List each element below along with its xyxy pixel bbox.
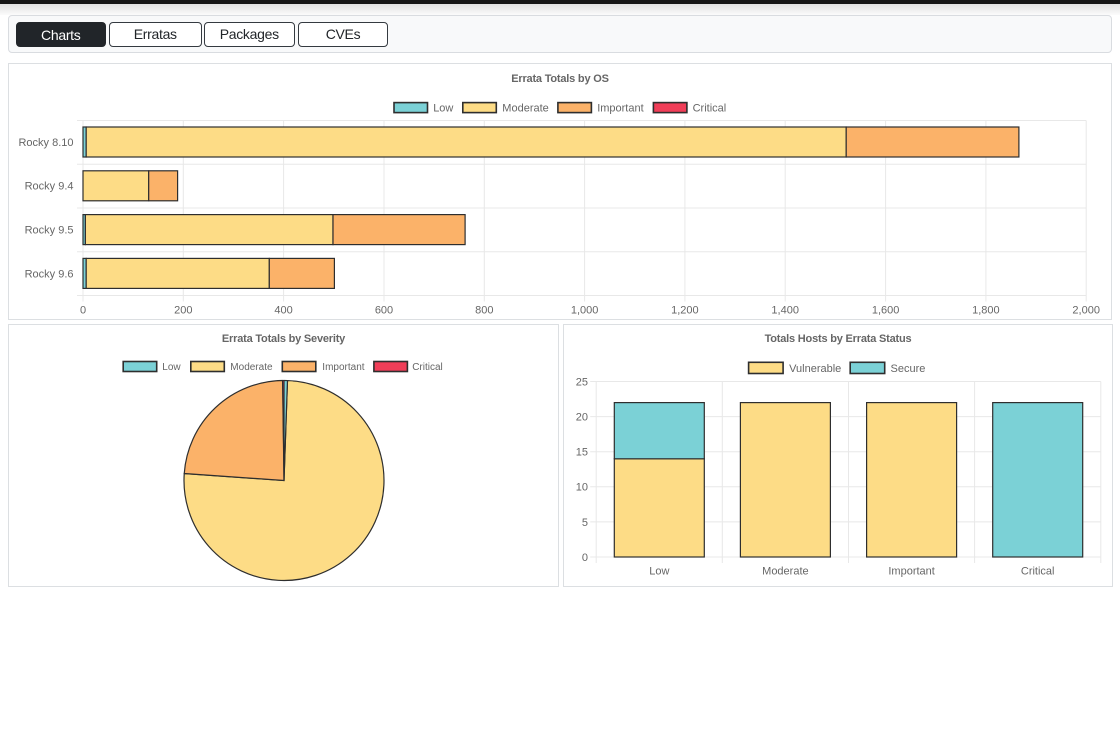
svg-text:400: 400 [274, 304, 292, 316]
svg-text:200: 200 [174, 304, 192, 316]
svg-text:Errata Totals by Severity: Errata Totals by Severity [222, 333, 346, 345]
svg-text:0: 0 [80, 304, 86, 316]
svg-text:Low: Low [433, 102, 453, 114]
svg-text:600: 600 [375, 304, 393, 316]
svg-text:Important: Important [597, 102, 643, 114]
svg-text:Secure: Secure [891, 363, 926, 375]
svg-text:Rocky 9.6: Rocky 9.6 [25, 268, 74, 280]
svg-text:Errata Totals by OS: Errata Totals by OS [511, 73, 608, 85]
svg-text:1,600: 1,600 [872, 304, 900, 316]
svg-text:Critical: Critical [412, 362, 443, 373]
svg-text:Vulnerable: Vulnerable [789, 363, 841, 375]
svg-text:Critical: Critical [1021, 565, 1055, 577]
svg-text:Critical: Critical [693, 102, 727, 114]
svg-text:Moderate: Moderate [230, 362, 273, 373]
svg-text:Low: Low [162, 362, 181, 373]
svg-text:1,800: 1,800 [972, 304, 1000, 316]
svg-text:5: 5 [582, 516, 588, 528]
svg-text:Low: Low [649, 565, 669, 577]
svg-text:Important: Important [888, 565, 934, 577]
svg-text:Important: Important [322, 362, 364, 373]
svg-text:2,000: 2,000 [1072, 304, 1100, 316]
svg-text:Rocky 8.10: Rocky 8.10 [18, 136, 73, 148]
svg-text:10: 10 [576, 481, 588, 493]
svg-text:Rocky 9.5: Rocky 9.5 [25, 224, 74, 236]
svg-text:1,000: 1,000 [571, 304, 599, 316]
svg-text:800: 800 [475, 304, 493, 316]
svg-text:15: 15 [576, 446, 588, 458]
svg-text:1,200: 1,200 [671, 304, 699, 316]
svg-text:0: 0 [582, 551, 588, 563]
svg-text:Rocky 9.4: Rocky 9.4 [25, 180, 74, 192]
svg-text:Moderate: Moderate [762, 565, 808, 577]
svg-text:20: 20 [576, 411, 588, 423]
svg-text:25: 25 [576, 376, 588, 388]
svg-text:Moderate: Moderate [502, 102, 548, 114]
svg-text:1,400: 1,400 [771, 304, 799, 316]
svg-text:Totals Hosts by Errata Status: Totals Hosts by Errata Status [765, 333, 912, 345]
